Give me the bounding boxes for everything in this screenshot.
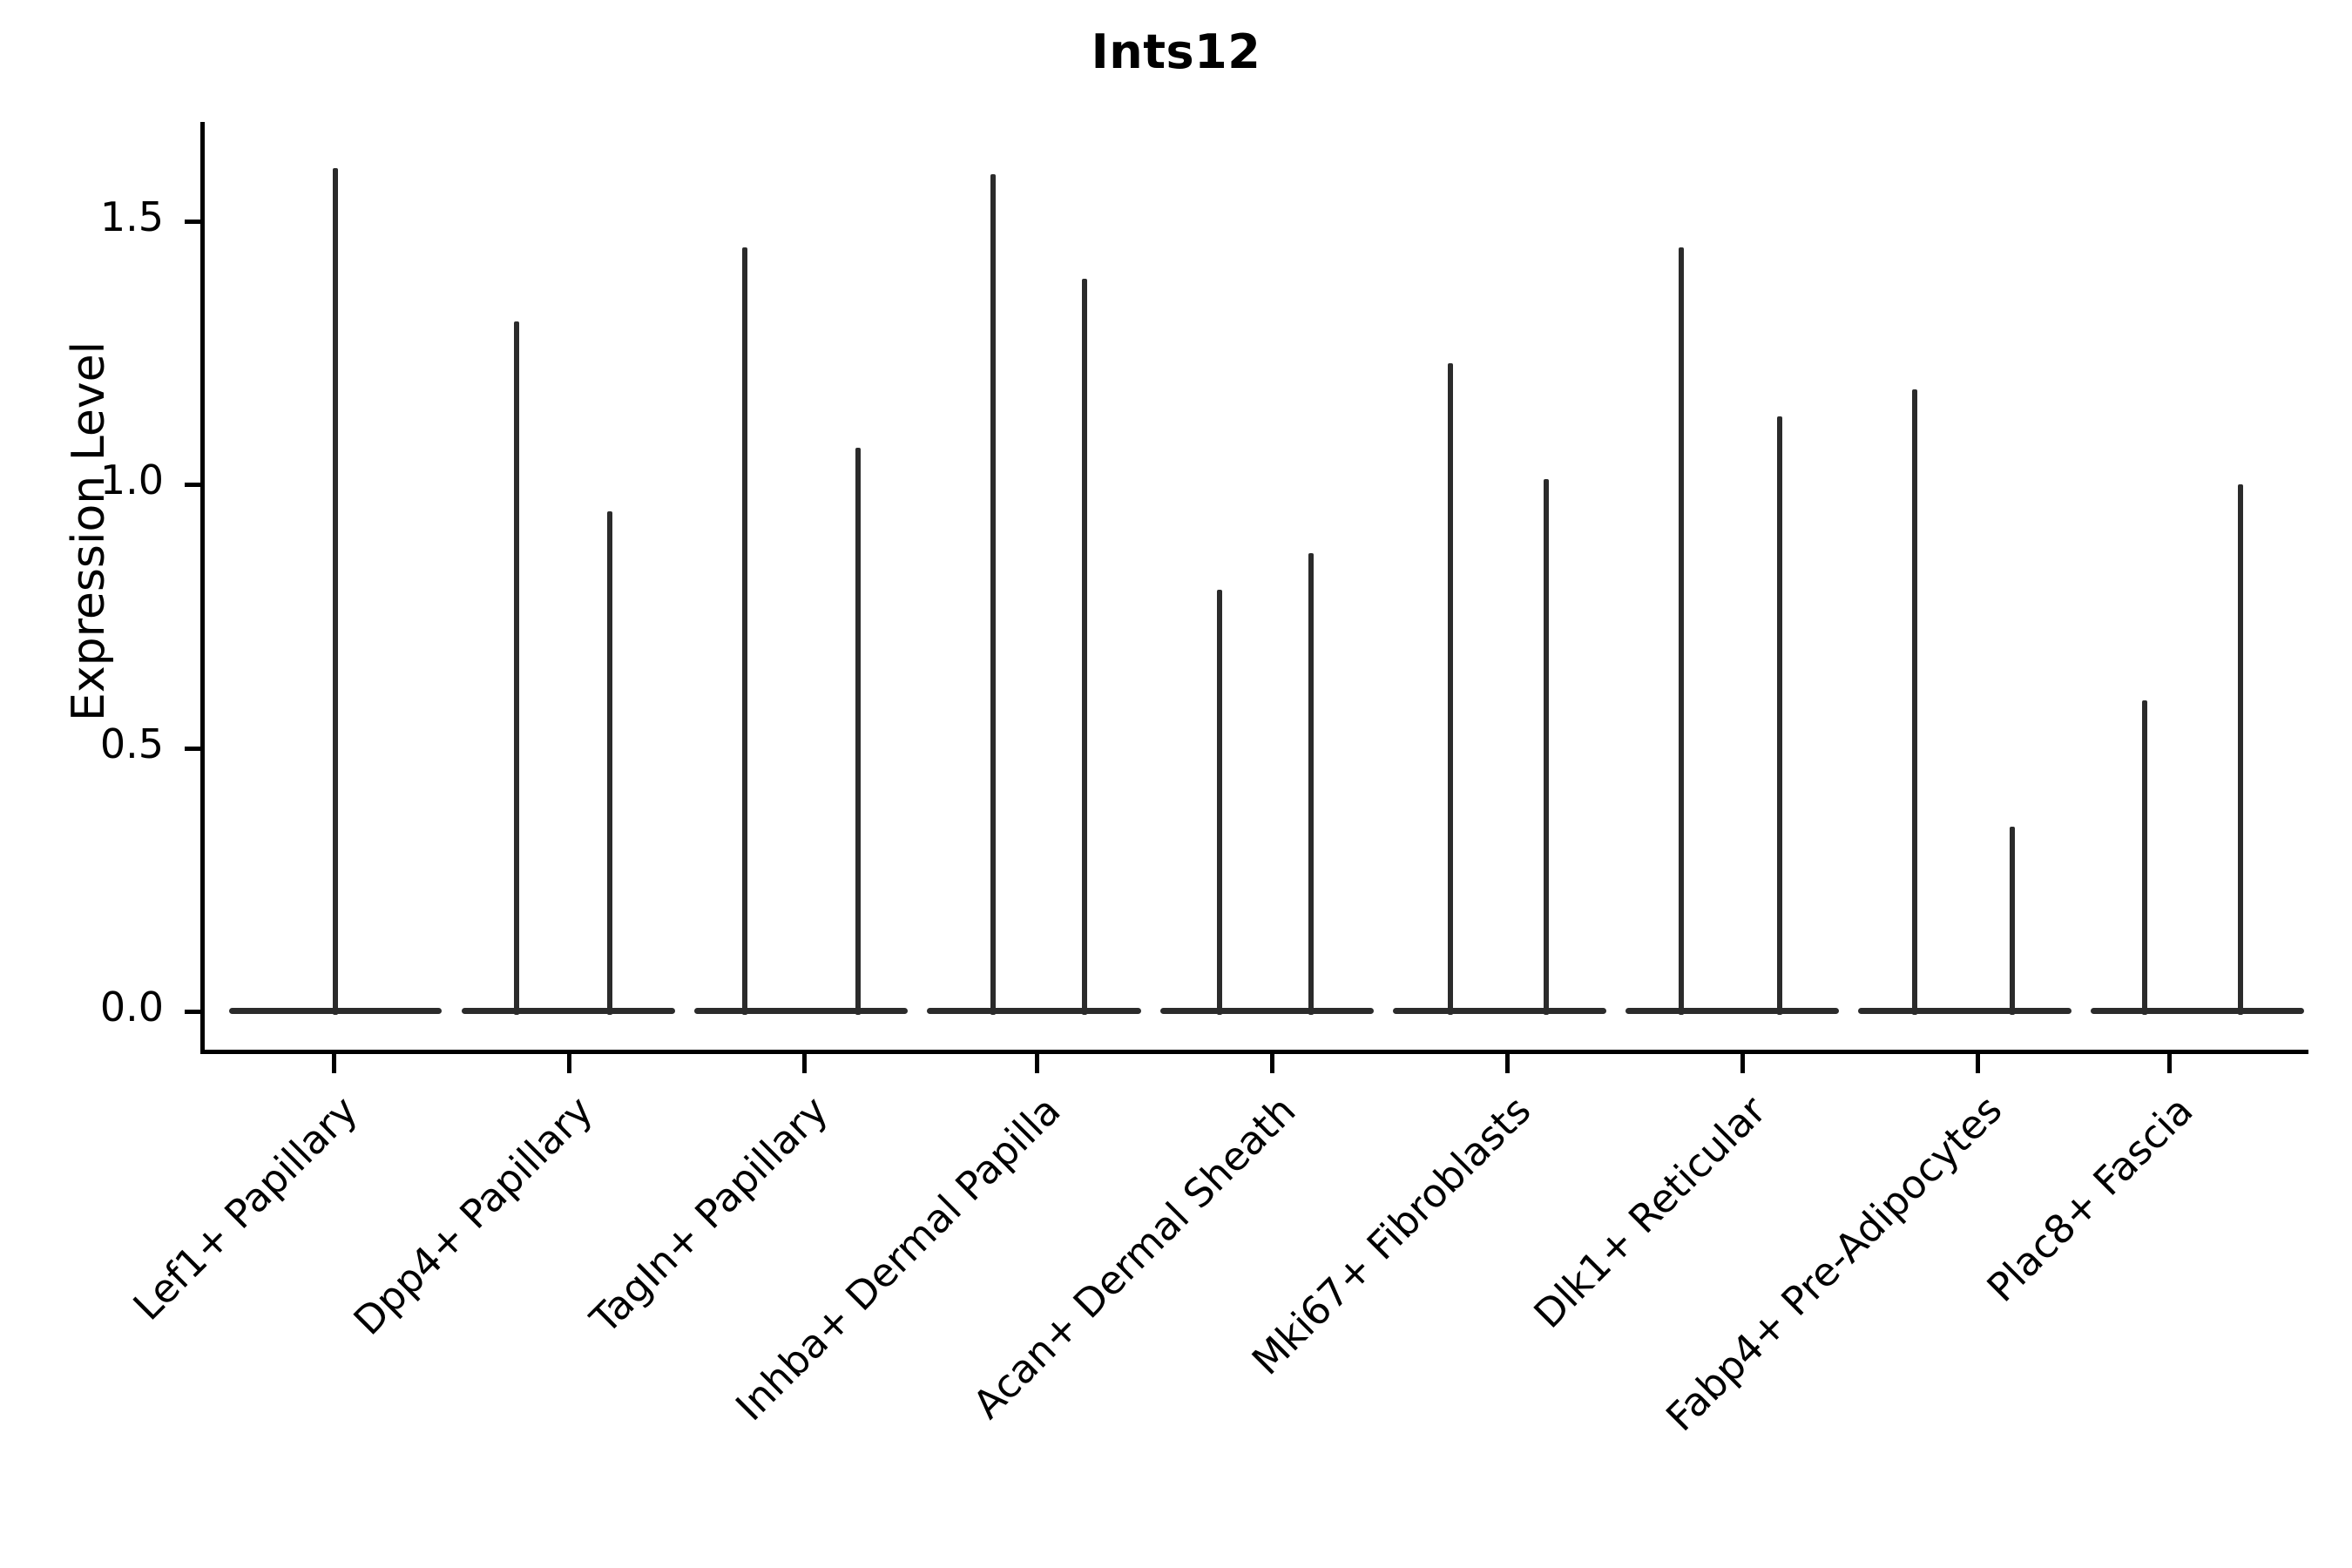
violin-base — [1393, 1008, 1606, 1014]
violin-spike — [855, 447, 861, 1015]
violin-spike — [1448, 363, 1453, 1015]
y-tick-label: 0.0 — [99, 983, 164, 1031]
violin-base — [462, 1008, 675, 1014]
violin-spike — [2010, 827, 2015, 1015]
violin-spike — [607, 510, 612, 1015]
violin-base — [927, 1008, 1141, 1014]
violin-spike — [2238, 484, 2243, 1015]
violin-spike — [2142, 700, 2147, 1015]
violin-spike — [990, 173, 996, 1015]
y-tick-label: 0.5 — [99, 720, 164, 767]
violin-spike — [1679, 247, 1684, 1015]
violin-spike — [1308, 552, 1314, 1015]
violin-base — [1160, 1008, 1374, 1014]
x-tick-mark — [567, 1054, 571, 1073]
x-axis-line — [200, 1050, 2308, 1054]
violin-spike — [1544, 479, 1549, 1015]
violin-spike — [742, 247, 747, 1015]
violin-spike — [514, 321, 519, 1015]
x-tick-mark — [1740, 1054, 1745, 1073]
x-tick-mark — [332, 1054, 336, 1073]
violin-spike — [1777, 416, 1782, 1015]
x-tick-mark — [1035, 1054, 1039, 1073]
x-tick-mark — [1270, 1054, 1274, 1073]
violin-spike — [1082, 279, 1087, 1015]
violin-base — [1625, 1008, 1839, 1014]
violin-spike — [1912, 389, 1917, 1015]
y-tick-mark — [185, 746, 200, 751]
page-title: Ints12 — [1091, 24, 1261, 79]
violin-base — [1858, 1008, 2072, 1014]
y-tick-label: 1.0 — [99, 456, 164, 504]
y-tick-mark — [185, 483, 200, 488]
y-tick-mark — [185, 219, 200, 224]
x-tick-mark — [1976, 1054, 1980, 1073]
violin-base — [2091, 1008, 2304, 1014]
y-tick-label: 1.5 — [99, 193, 164, 240]
x-tick-mark — [2167, 1054, 2172, 1073]
violin-base — [694, 1008, 908, 1014]
violin-spike — [1217, 590, 1222, 1015]
violin-spike — [333, 168, 338, 1015]
y-axis-line — [200, 122, 205, 1054]
x-tick-mark — [1505, 1054, 1510, 1073]
x-tick-mark — [802, 1054, 807, 1073]
y-tick-mark — [185, 1010, 200, 1014]
